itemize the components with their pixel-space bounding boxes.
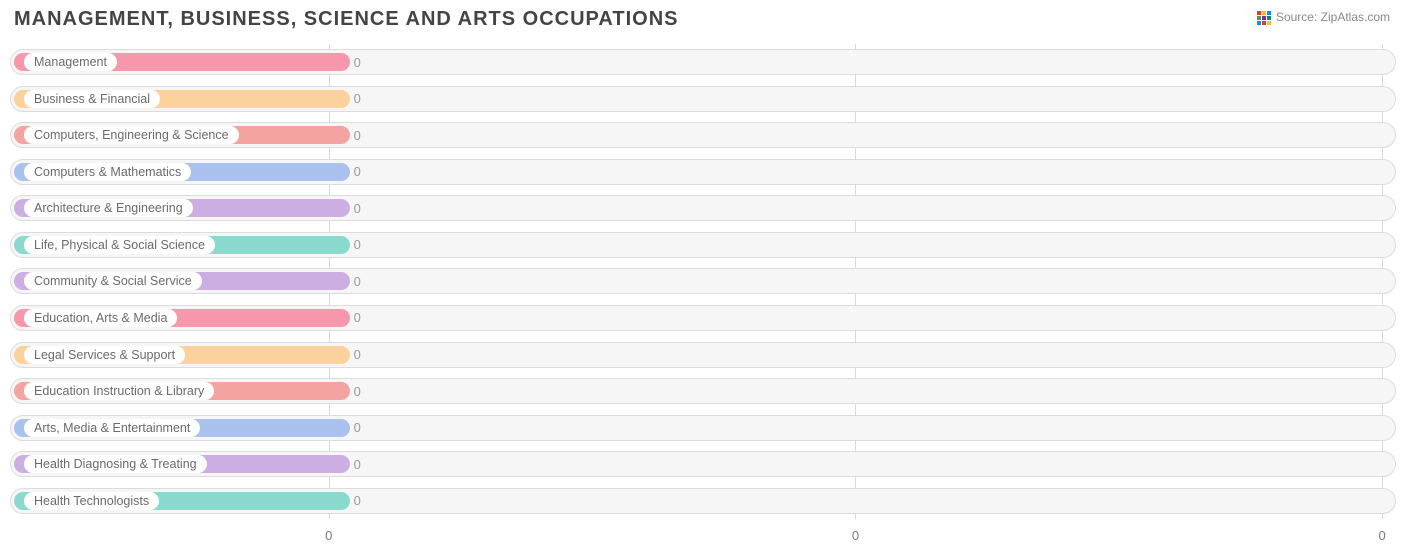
chart-bar-row: Business & Financial 0 [10, 84, 1396, 114]
bar-value-label: 0 [354, 193, 361, 223]
bar-label-pill: Computers, Engineering & Science [24, 126, 239, 144]
bar-label-pill: Life, Physical & Social Science [24, 236, 215, 254]
source-attribution: Source: ZipAtlas.com [1256, 10, 1390, 26]
bar-value-label: 0 [354, 120, 361, 150]
bar-label-pill: Management [24, 53, 117, 71]
chart-bar-row: Community & Social Service 0 [10, 266, 1396, 296]
xaxis-tick-label: 0 [1379, 528, 1386, 543]
xaxis-tick-label: 0 [852, 528, 859, 543]
bar-value-label: 0 [354, 84, 361, 114]
chart-area: Management0Business & Financial0Computer… [10, 44, 1396, 543]
chart-bar-row: Life, Physical & Social Science 0 [10, 230, 1396, 260]
bar-value-label: 0 [354, 157, 361, 187]
bar-value-label: 0 [354, 230, 361, 260]
bar-value-label: 0 [354, 266, 361, 296]
bar-value-label: 0 [354, 486, 361, 516]
chart-bar-row: Computers & Mathematics 0 [10, 157, 1396, 187]
chart-title: MANAGEMENT, BUSINESS, SCIENCE AND ARTS O… [14, 8, 678, 31]
chart-bar-row: Education Instruction & Library 0 [10, 376, 1396, 406]
bar-label-pill: Health Diagnosing & Treating [24, 455, 207, 473]
chart-plot: Management0Business & Financial0Computer… [10, 44, 1396, 519]
source-text: Source: ZipAtlas.com [1276, 10, 1390, 24]
chart-bar-row: Education, Arts & Media 0 [10, 303, 1396, 333]
bar-label-pill: Legal Services & Support [24, 346, 185, 364]
bar-label-pill: Education, Arts & Media [24, 309, 177, 327]
bar-value-label: 0 [354, 47, 361, 77]
chart-bar-row: Computers, Engineering & Science 0 [10, 120, 1396, 150]
bar-label-pill: Arts, Media & Entertainment [24, 419, 200, 437]
chart-bar-row: Architecture & Engineering 0 [10, 193, 1396, 223]
chart-bar-row: Management 0 [10, 47, 1396, 77]
bar-label-pill: Community & Social Service [24, 272, 202, 290]
bar-value-label: 0 [354, 376, 361, 406]
chart-bar-row: Legal Services & Support 0 [10, 340, 1396, 370]
chart-bar-row: Arts, Media & Entertainment 0 [10, 413, 1396, 443]
bar-label-pill: Health Technologists [24, 492, 159, 510]
bar-label-pill: Architecture & Engineering [24, 199, 193, 217]
bar-value-label: 0 [354, 449, 361, 479]
chart-bar-row: Health Technologists 0 [10, 486, 1396, 516]
bar-label-pill: Business & Financial [24, 90, 160, 108]
xaxis-tick-label: 0 [325, 528, 332, 543]
bar-label-pill: Computers & Mathematics [24, 163, 191, 181]
bar-label-pill: Education Instruction & Library [24, 382, 214, 400]
bar-value-label: 0 [354, 303, 361, 333]
bar-value-label: 0 [354, 340, 361, 370]
bar-value-label: 0 [354, 413, 361, 443]
chart-bar-row: Health Diagnosing & Treating 0 [10, 449, 1396, 479]
zipatlas-logo-icon [1256, 10, 1272, 26]
